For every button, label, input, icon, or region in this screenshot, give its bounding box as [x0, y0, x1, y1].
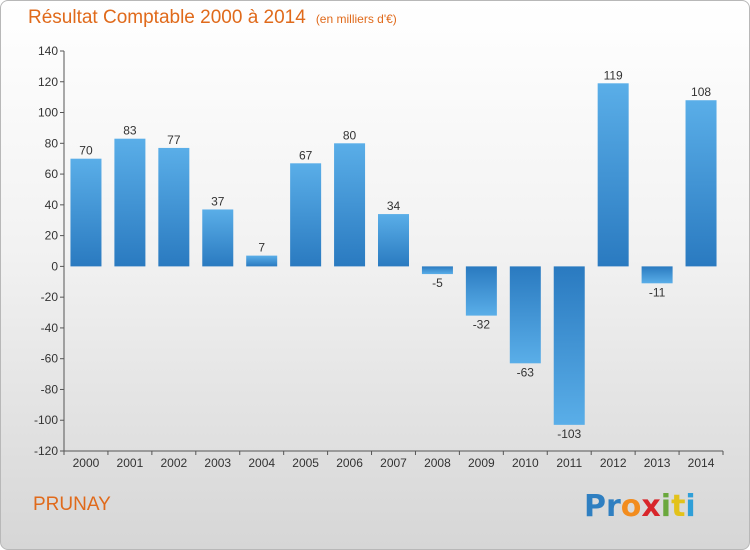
proxiti-logo: Proxiti: [584, 489, 696, 524]
y-tick-label: 40: [45, 198, 59, 212]
x-tick-label: 2006: [336, 456, 363, 470]
bar-value-label: 77: [167, 133, 181, 147]
bar: [553, 266, 585, 425]
x-tick-label: 2010: [512, 456, 539, 470]
x-tick-label: 2007: [380, 456, 407, 470]
y-tick-label: 120: [38, 75, 58, 89]
x-tick-label: 2009: [468, 456, 495, 470]
bar-value-label: -11: [649, 285, 666, 299]
bar: [378, 214, 409, 267]
logo-letter: t: [671, 489, 686, 524]
bar-value-label: 108: [691, 85, 711, 99]
bar: [70, 158, 102, 267]
bar-value-label: 37: [211, 194, 225, 208]
bar: [334, 143, 366, 267]
bar: [202, 209, 234, 267]
y-tick-label: -120: [34, 444, 58, 458]
x-tick-label: 2005: [292, 456, 319, 470]
bar: [114, 138, 146, 267]
y-tick-label: -80: [41, 382, 59, 396]
x-tick-label: 2012: [600, 456, 627, 470]
bar: [465, 266, 497, 316]
x-tick-label: 2001: [117, 456, 144, 470]
bar: [641, 266, 673, 284]
logo-letter: i: [660, 489, 672, 524]
value-labels-group: 70 83 77 37 7 67 80 34 -5 -32 -63 -103 119 -11 108: [79, 68, 711, 441]
logo-letter: P: [584, 489, 606, 524]
x-tick-label: 2000: [73, 456, 100, 470]
x-tick-label: 2014: [688, 456, 715, 470]
bar-value-label: 83: [123, 124, 137, 138]
bar: [158, 147, 190, 267]
bar-value-label: 119: [604, 68, 623, 82]
bar: [246, 255, 278, 267]
x-tick-label: 2002: [160, 456, 187, 470]
x-tick-label: 2013: [644, 456, 671, 470]
chart-subtitle: (en milliers d'€): [315, 12, 397, 26]
bar: [685, 100, 717, 267]
x-tick-label: 2011: [556, 456, 582, 470]
bar-value-label: 80: [343, 128, 357, 142]
x-tick-label: 2008: [424, 456, 451, 470]
commune-name: PRUNAY: [33, 494, 111, 515]
bar-value-label: -32: [473, 318, 491, 332]
bar-value-label: 34: [387, 199, 401, 213]
bar-value-label: 70: [79, 144, 93, 158]
y-tick-label: 100: [38, 106, 58, 120]
x-axis: 2000 2001 2002 2003 2004 2005 2006 2007 2008 2009…: [63, 450, 724, 470]
y-tick-label: -100: [34, 413, 58, 427]
bar-value-label: 67: [299, 148, 313, 162]
x-tick-label: 2003: [204, 456, 231, 470]
bar-value-label: -63: [517, 365, 535, 379]
bar: [290, 163, 322, 267]
y-tick-label: 20: [45, 229, 59, 243]
y-axis: -120 -100 -80 -60 -40 -20 0 20 40 60 80 100 120 140: [34, 44, 65, 458]
bar-value-label: 7: [258, 241, 265, 255]
logo-letter: o: [620, 489, 642, 524]
logo-letter: r: [606, 489, 621, 524]
bar: [597, 83, 629, 267]
y-tick-label: 140: [38, 44, 58, 58]
x-tick-label: 2004: [248, 456, 275, 470]
chart-title: Résultat Comptable 2000 à 2014: [28, 7, 306, 28]
bar-value-label: -5: [432, 276, 443, 290]
chart-title-block: Résultat Comptable 2000 à 2014 (en millie…: [28, 7, 397, 29]
y-tick-label: 60: [45, 167, 59, 181]
y-tick-label: 0: [51, 259, 58, 273]
logo-letter: i: [685, 489, 696, 524]
y-tick-label: 80: [45, 136, 59, 150]
bar: [509, 266, 541, 364]
bar: [421, 266, 453, 275]
y-tick-label: -40: [41, 321, 59, 335]
bars-group: [70, 83, 717, 425]
logo-letter: x: [641, 489, 661, 524]
bar-value-label: -103: [557, 427, 581, 441]
y-tick-label: -60: [41, 352, 59, 366]
y-tick-label: -20: [41, 290, 59, 304]
